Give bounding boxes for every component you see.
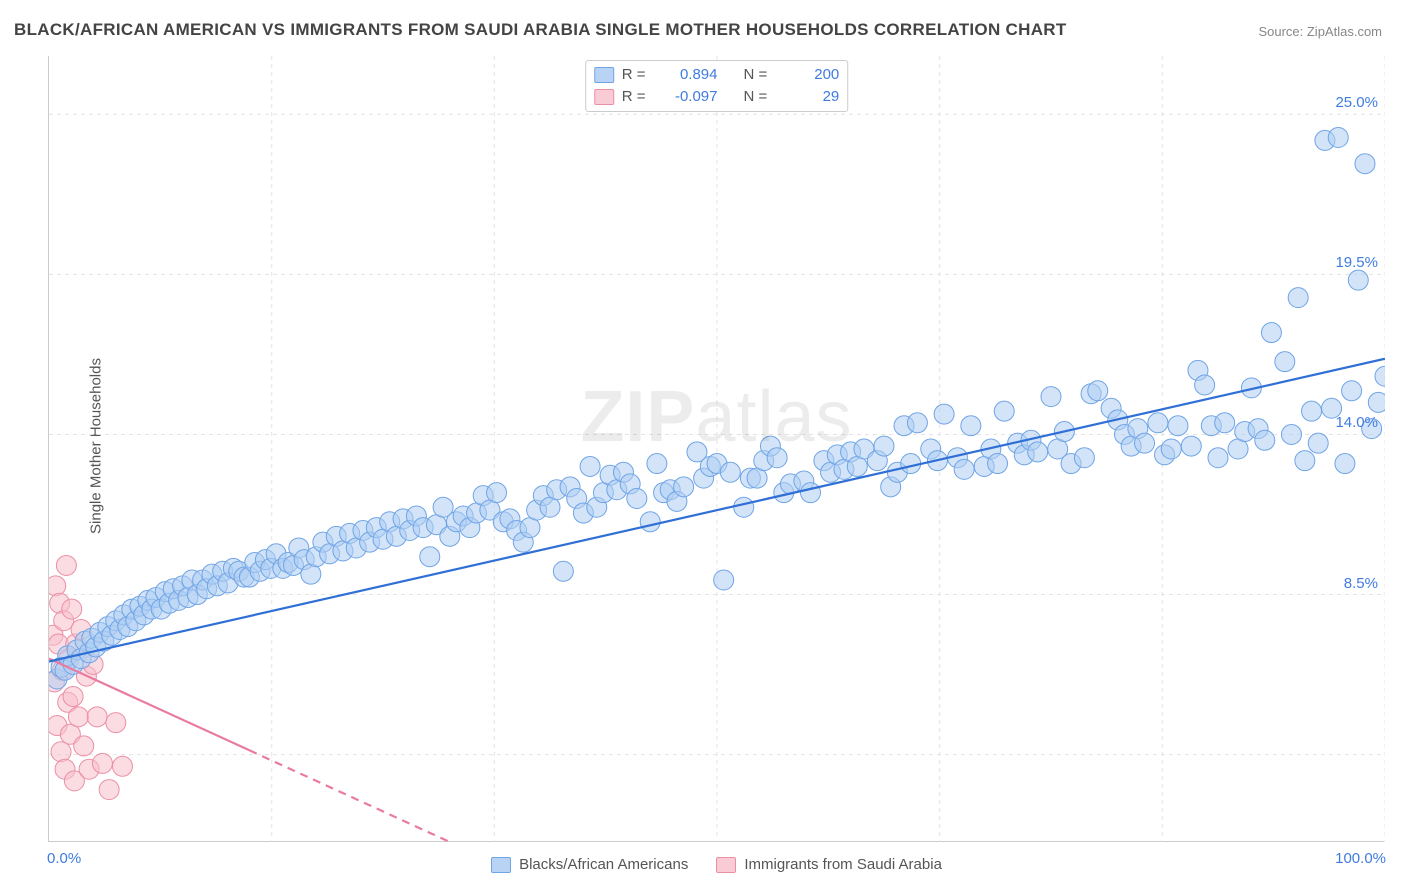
legend-label-pink: Immigrants from Saudi Arabia [744, 856, 942, 873]
n-value-blue: 200 [775, 64, 839, 86]
correlation-legend: R = 0.894 N = 200 R = -0.097 N = 29 [585, 60, 849, 112]
swatch-blue-icon [491, 857, 511, 873]
legend-label-blue: Blacks/African Americans [519, 856, 688, 873]
y-tick-label: 14.0% [1335, 414, 1378, 431]
r-value-pink: -0.097 [654, 86, 718, 108]
plot-area: ZIPatlas R = 0.894 N = 200 R = -0.097 N … [48, 56, 1384, 842]
legend-item-pink: Immigrants from Saudi Arabia [716, 856, 942, 873]
n-label: N = [744, 64, 768, 86]
n-label: N = [744, 86, 768, 108]
swatch-blue-icon [594, 67, 614, 83]
y-tick-label: 25.0% [1335, 94, 1378, 111]
chart-container: BLACK/AFRICAN AMERICAN VS IMMIGRANTS FRO… [0, 0, 1406, 892]
scatter-plot-svg [49, 56, 1385, 842]
r-value-blue: 0.894 [654, 64, 718, 86]
n-value-pink: 29 [775, 86, 839, 108]
r-label: R = [622, 64, 646, 86]
chart-title: BLACK/AFRICAN AMERICAN VS IMMIGRANTS FRO… [14, 20, 1067, 40]
y-tick-label: 8.5% [1344, 575, 1378, 592]
y-tick-label: 19.5% [1335, 254, 1378, 271]
r-label: R = [622, 86, 646, 108]
legend-row-blue: R = 0.894 N = 200 [594, 64, 840, 86]
legend-item-blue: Blacks/African Americans [491, 856, 688, 873]
series-legend: Blacks/African Americans Immigrants from… [49, 856, 1384, 873]
swatch-pink-icon [594, 89, 614, 105]
x-axis-max: 100.0% [1335, 850, 1386, 867]
swatch-pink-icon [716, 857, 736, 873]
x-axis-min: 0.0% [47, 850, 81, 867]
source-attribution: Source: ZipAtlas.com [1258, 24, 1382, 39]
legend-row-pink: R = -0.097 N = 29 [594, 86, 840, 108]
